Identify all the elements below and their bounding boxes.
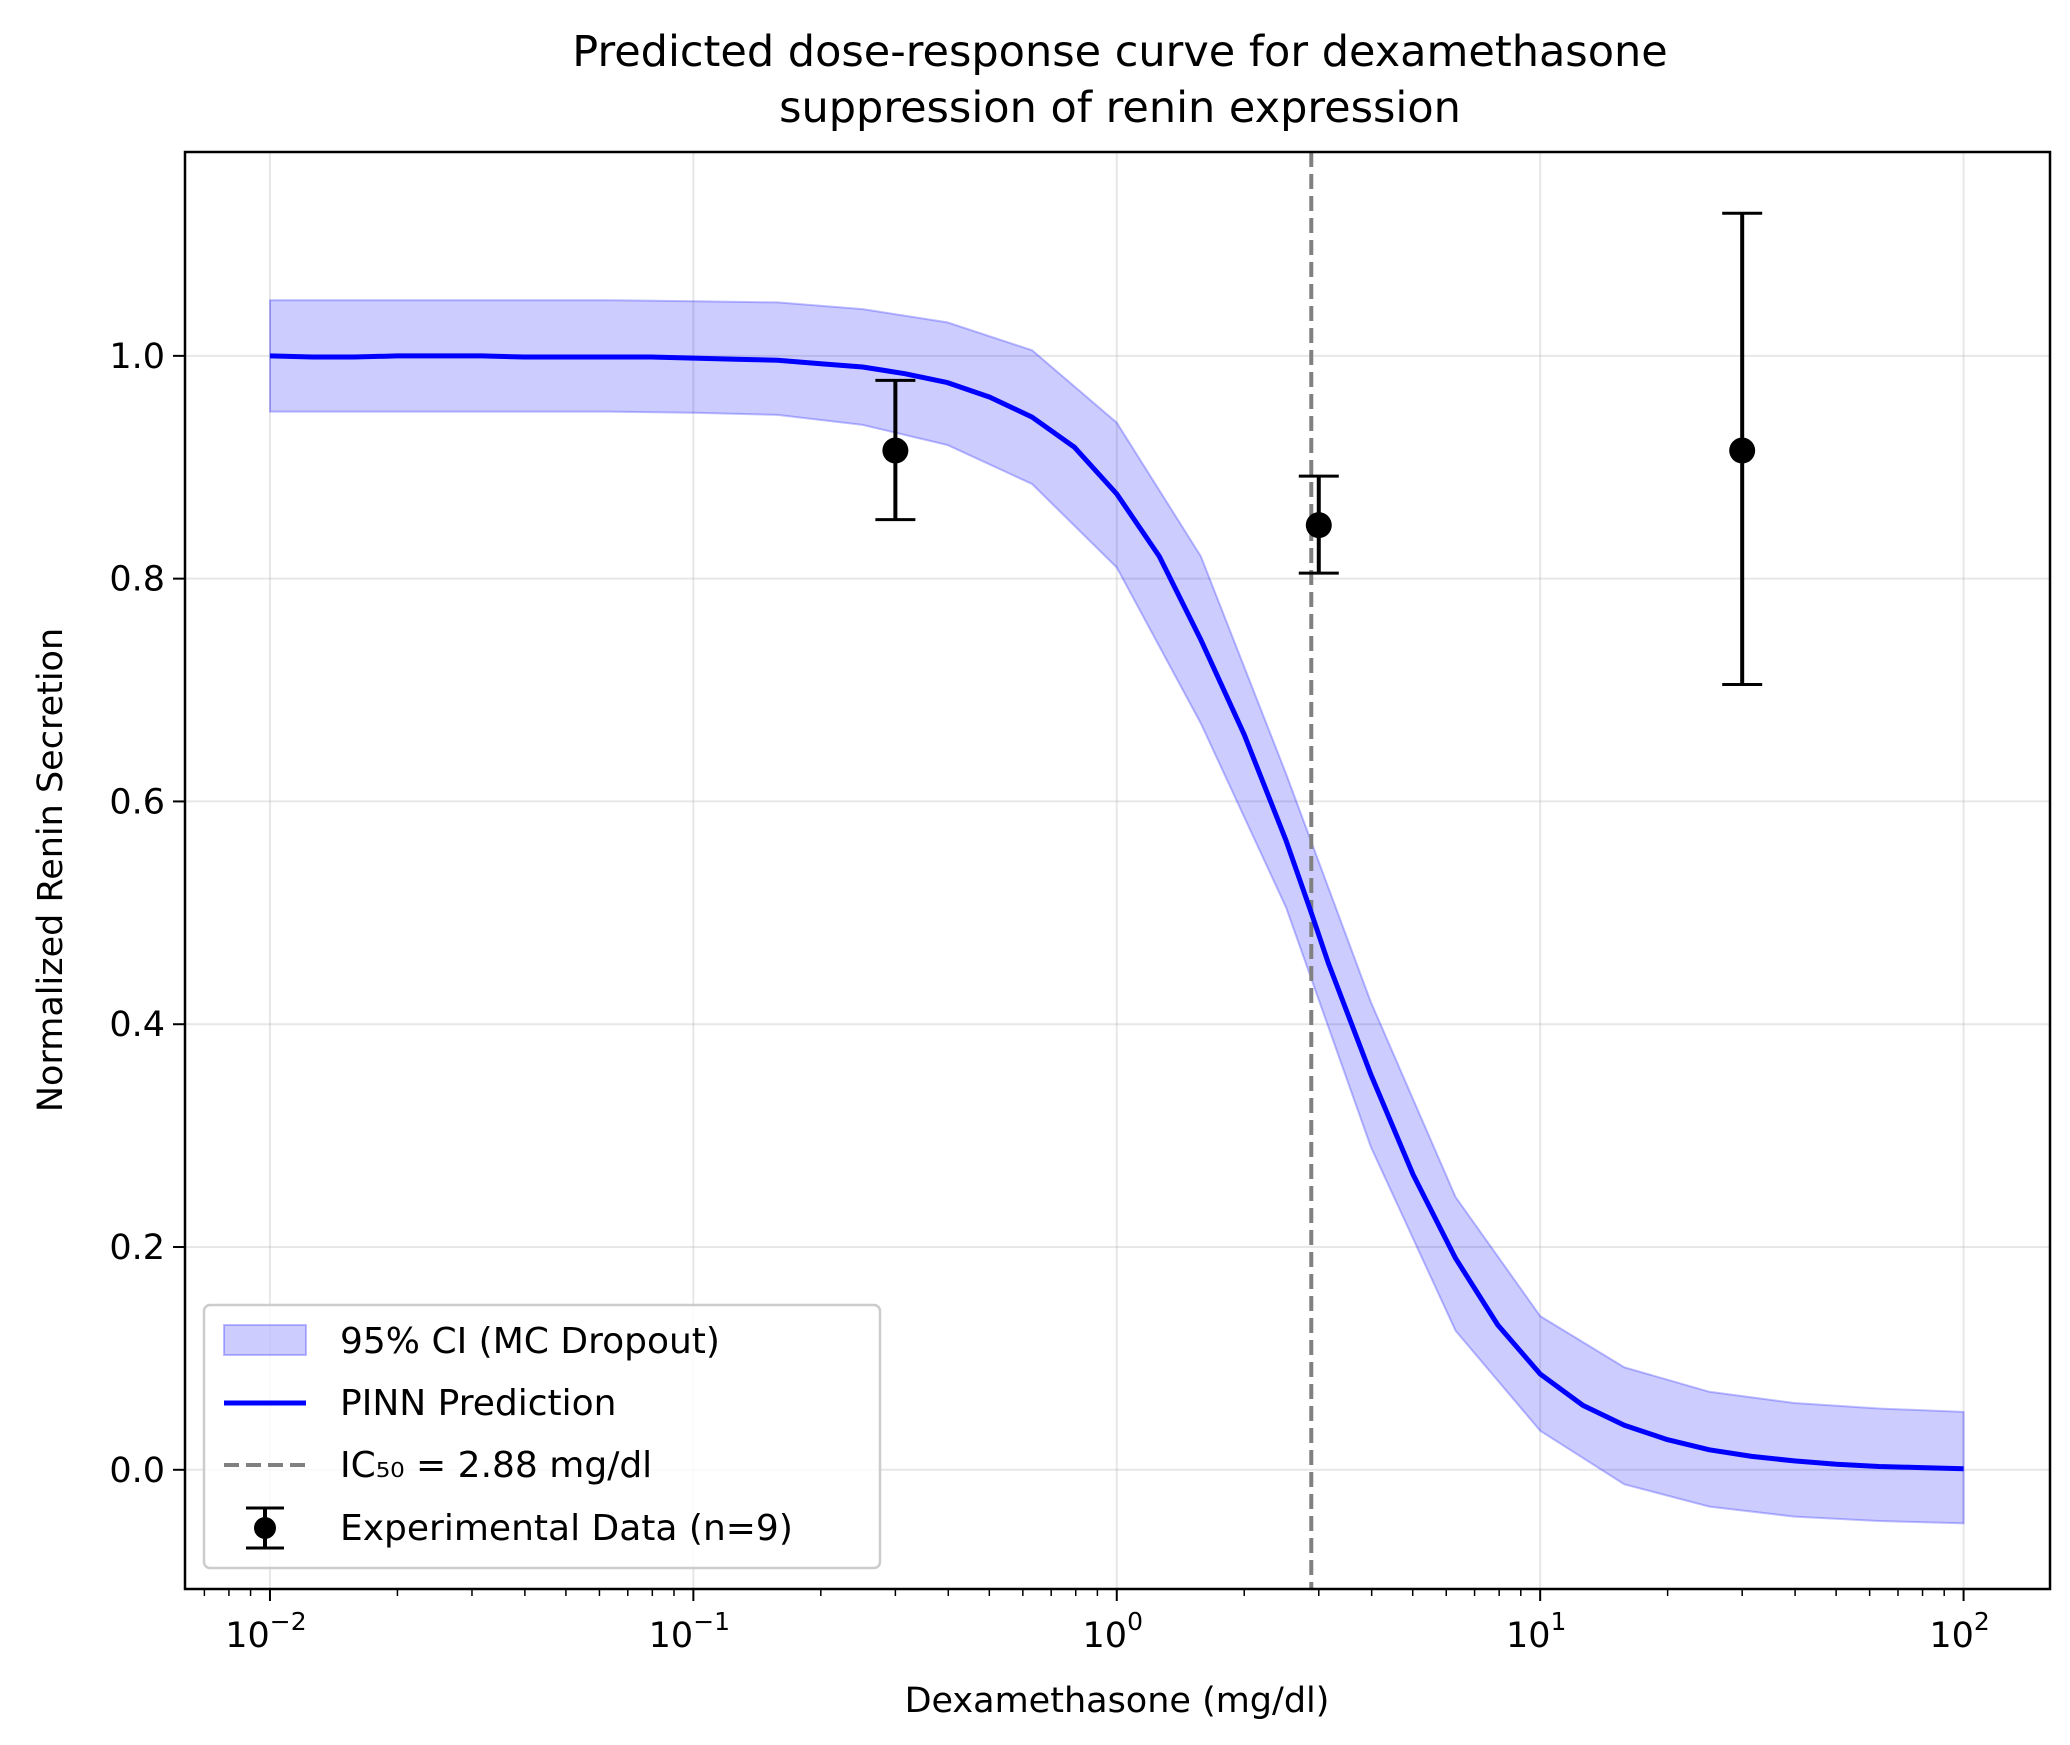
data-marker	[1305, 512, 1332, 539]
prediction-line-layer	[269, 353, 1964, 1472]
data-marker	[882, 437, 909, 464]
x-axis-label: Dexamethasone (mg/dl)	[905, 1681, 1330, 1721]
legend-label-ci-band: 95% CI (MC Dropout)	[340, 1321, 720, 1362]
y-tick-label: 0.4	[109, 1005, 165, 1045]
confidence-band-layer	[269, 299, 1965, 1525]
x-axis-ticks: 10−2 10−1 100 101 102	[203, 1589, 1990, 1656]
legend-label-ic50-line: IC₅₀ = 2.88 mg/dl	[340, 1445, 652, 1486]
legend: 95% CI (MC Dropout) PINN Prediction IC₅₀…	[202, 1303, 882, 1570]
y-tick-label: 1.0	[109, 337, 165, 377]
x-tick-label: 10−1	[649, 1607, 730, 1656]
x-tick-label: 100	[1083, 1607, 1143, 1656]
legend-label-errorbar: Experimental Data (n=9)	[340, 1508, 793, 1549]
data-marker	[1729, 437, 1756, 464]
y-tick-label: 0.6	[109, 782, 165, 822]
legend-label-prediction-line: PINN Prediction	[340, 1383, 616, 1424]
experimental-point	[1298, 474, 1339, 575]
y-axis-ticks: 0.0 0.2 0.4 0.6 0.8 1.0	[109, 337, 185, 1491]
y-tick-label: 0.2	[109, 1228, 165, 1268]
experimental-point	[1722, 211, 1763, 686]
experimental-point	[875, 378, 916, 522]
legend-swatch-errorbar	[246, 1506, 284, 1550]
prediction-line	[269, 353, 1964, 1472]
chart-title: Predicted dose-response curve for dexame…	[572, 27, 1667, 133]
x-tick-label: 101	[1506, 1607, 1566, 1656]
chart-title-line-2: suppression of renin expression	[779, 83, 1461, 133]
x-tick-label: 102	[1929, 1607, 1989, 1656]
legend-swatch-ci-band	[223, 1324, 307, 1356]
chart-title-line-1: Predicted dose-response curve for dexame…	[572, 27, 1667, 77]
experimental-data-layer	[875, 211, 1763, 686]
y-tick-label: 0.8	[109, 560, 165, 600]
legend-box	[202, 1303, 882, 1570]
y-tick-label: 0.0	[109, 1451, 165, 1491]
y-axis-label: Normalized Renin Secretion	[31, 628, 71, 1112]
x-tick-label: 10−2	[225, 1607, 306, 1656]
ci-band	[269, 299, 1965, 1525]
